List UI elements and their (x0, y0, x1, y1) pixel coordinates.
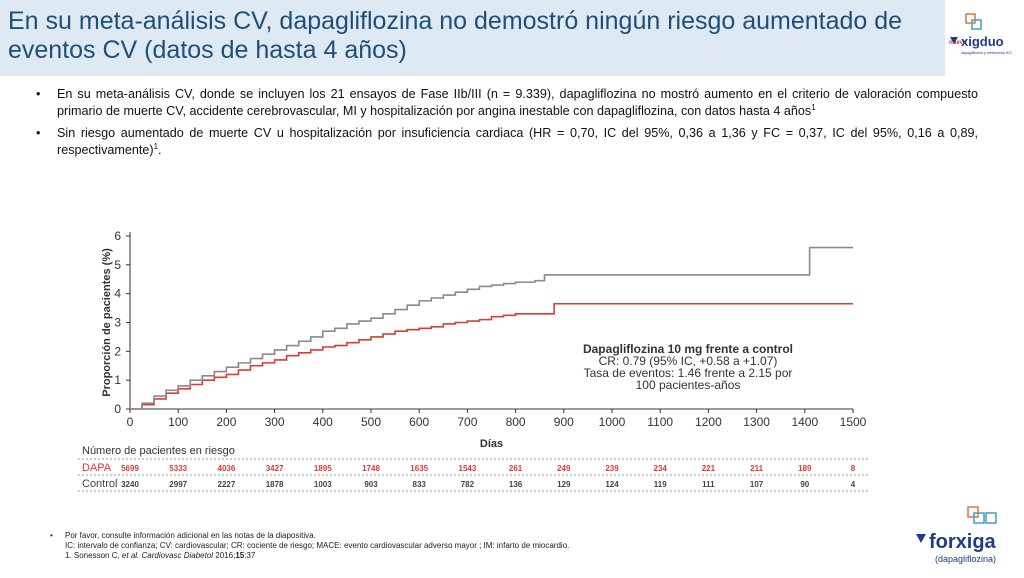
bullet-text: En su meta-análisis CV, donde se incluye… (57, 87, 978, 119)
y-tick-label: 6 (114, 229, 121, 243)
x-tick-label: 0 (127, 415, 134, 429)
forxiga-name: forxiga (929, 531, 997, 553)
xigduo-tag: nuevo (949, 40, 967, 46)
risk-value: 903 (364, 480, 378, 489)
risk-table-title: Número de pacientes en riesgo (82, 445, 235, 457)
ref-journal: et al. Cardiovasc Diabetol (121, 551, 214, 560)
bullet-dot: • (36, 87, 41, 101)
risk-value: 111 (702, 480, 715, 489)
risk-value: 4 (851, 480, 856, 489)
ref-year: 2016; (213, 551, 236, 560)
risk-value: 129 (557, 480, 571, 489)
y-tick-label: 4 (114, 287, 121, 301)
y-tick-label: 5 (114, 258, 121, 272)
risk-value: 234 (654, 464, 668, 473)
footnote: • Por favor, consulte información adicio… (50, 531, 870, 561)
annotation-line-2: Tasa de eventos: 1.46 frente a 2.15 por (584, 366, 793, 380)
risk-value: 3240 (121, 480, 139, 489)
annotation-line-1: CR: 0.79 (95% IC, +0.58 a +1.07) (599, 354, 778, 368)
x-tick-label: 1400 (791, 415, 818, 429)
x-tick-label: 1100 (647, 415, 673, 429)
risk-value: 5333 (169, 464, 187, 473)
annotation-line-3: 100 pacientes-años (636, 378, 741, 392)
risk-value: 2997 (169, 480, 187, 489)
xigduo-logo: nuevo xigduo dapagliflozina y metformina… (948, 10, 1022, 70)
xigduo-name: xigduo (961, 34, 1004, 49)
forxiga-sub: (dapagliflozina) (935, 554, 996, 564)
y-tick-label: 1 (114, 373, 121, 387)
ref-pages: :37 (244, 551, 256, 560)
slide-title: En su meta-análisis CV, dapagliflozina n… (8, 7, 903, 64)
y-tick-label: 0 (114, 402, 121, 416)
series-line-control (130, 246, 853, 410)
bullet-dot: • (36, 126, 41, 141)
footnote-line-2: IC: intervalo de confianza; CV: cardiova… (65, 541, 570, 550)
risk-value: 261 (509, 464, 523, 473)
risk-row-label: DAPA (82, 462, 112, 474)
risk-value: 90 (800, 480, 809, 489)
km-chart: 0 1 2 3 4 5 6 0 100 200 300 400 500 600 700 800 900 1000 1… (78, 222, 878, 492)
risk-value: 2227 (218, 480, 236, 489)
risk-value: 221 (702, 464, 716, 473)
risk-value: 8 (851, 464, 856, 473)
risk-value: 1895 (314, 464, 332, 473)
x-axis-label: Días (480, 438, 503, 450)
risk-value: 249 (557, 464, 571, 473)
risk-value: 3427 (266, 464, 284, 473)
bullet-item: • En su meta-análisis CV, donde se inclu… (36, 87, 978, 118)
bullet-ref: 1 (153, 142, 159, 152)
x-tick-label: 1500 (840, 415, 867, 429)
y-tick-label: 2 (114, 344, 121, 358)
x-tick-label: 600 (409, 415, 429, 429)
x-tick-label: 300 (265, 415, 285, 429)
footnote-reference: 1. Sonesson C, et al. Cardiovasc Diabeto… (65, 551, 870, 561)
footnote-line-1: Por favor, consulte información adiciona… (65, 531, 316, 540)
risk-value: 119 (654, 480, 667, 489)
risk-value: 1543 (459, 464, 477, 473)
risk-value: 189 (798, 464, 812, 473)
x-tick-label: 900 (554, 415, 574, 429)
x-tick-label: 200 (216, 415, 236, 429)
risk-value: 782 (461, 480, 475, 489)
ref-volume: 15 (235, 551, 245, 560)
footnote-dot: • (50, 531, 53, 540)
bullet-ref: 1 (811, 103, 816, 112)
risk-value: 107 (750, 480, 764, 489)
x-tick-label: 1000 (599, 415, 626, 429)
risk-value: 1878 (266, 480, 284, 489)
risk-value: 5699 (121, 464, 139, 473)
bullet-item: • Sin riesgo aumentado de muerte CV u ho… (36, 126, 978, 157)
bullet-tail: . (158, 143, 162, 158)
ref-authors: 1. Sonesson C, (65, 551, 122, 560)
risk-value: 124 (605, 480, 619, 489)
risk-row-label: Control (82, 478, 117, 490)
y-axis-label: Proporción de pacientes (%) (101, 248, 113, 397)
risk-value: 239 (605, 464, 619, 473)
risk-value: 833 (413, 480, 427, 489)
x-tick-label: 400 (313, 415, 333, 429)
bullet-list: • En su meta-análisis CV, donde se inclu… (36, 87, 978, 165)
risk-value: 211 (750, 464, 763, 473)
x-tick-label: 700 (457, 415, 477, 429)
y-tick-label: 3 (114, 316, 121, 330)
title-bar: En su meta-análisis CV, dapagliflozina n… (0, 0, 945, 76)
x-tick-label: 1300 (743, 415, 770, 429)
xigduo-sub: dapagliflozina y metformina HCl (961, 51, 1012, 55)
x-tick-label: 500 (361, 415, 381, 429)
risk-value: 136 (509, 480, 523, 489)
risk-value: 1635 (410, 464, 428, 473)
x-tick-label: 100 (168, 415, 188, 429)
annotation-title: Dapagliflozina 10 mg frente a control (583, 342, 793, 356)
x-tick-label: 1200 (695, 415, 722, 429)
bullet-text: Sin riesgo aumentado de muerte CV u hosp… (57, 126, 978, 158)
x-tick-label: 800 (506, 415, 526, 429)
risk-value: 1003 (314, 480, 332, 489)
risk-value: 1748 (362, 464, 380, 473)
risk-value: 4036 (218, 464, 236, 473)
forxiga-logo: forxiga (dapagliflozina) (910, 503, 1024, 573)
